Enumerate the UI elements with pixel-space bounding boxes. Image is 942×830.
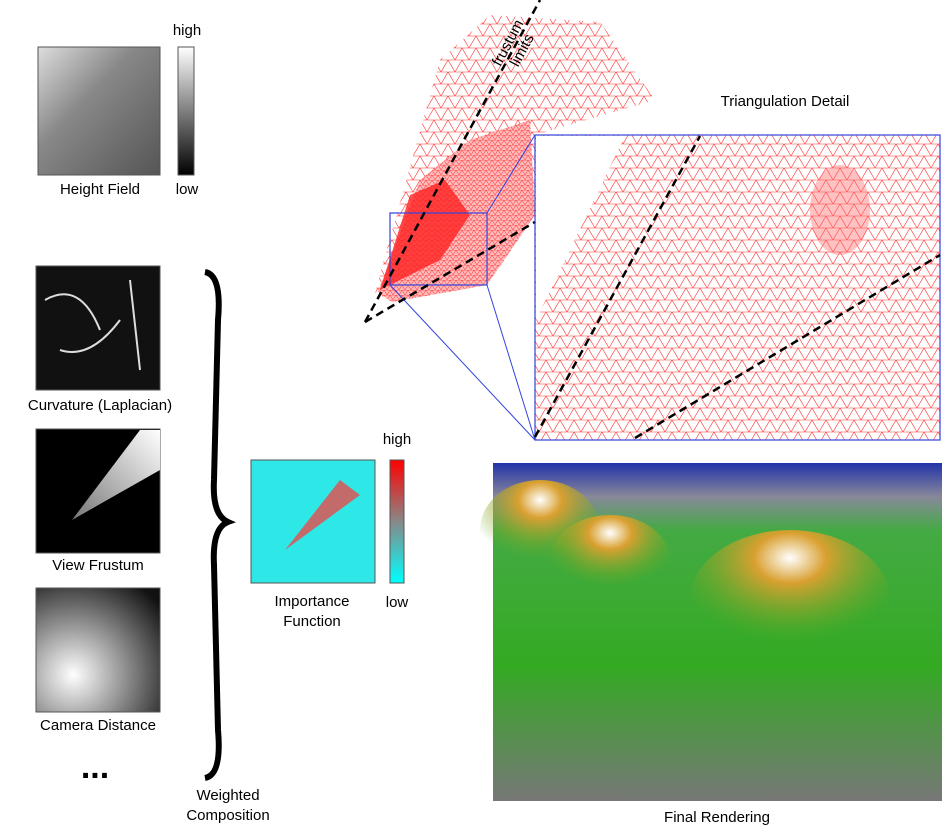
image-label: Camera Distance <box>40 717 156 734</box>
figure: high low Height Field Curvature (Laplaci… <box>0 0 942 830</box>
curvature-image <box>36 266 160 390</box>
image-label: Height Field <box>60 181 140 198</box>
rendering-title: Final Rendering <box>664 809 770 826</box>
distance-image <box>36 588 160 712</box>
ellipsis: ... <box>81 748 109 786</box>
zoom-line <box>390 285 535 440</box>
detail-dense <box>810 165 870 255</box>
peak <box>690 530 890 670</box>
triangulation-title: Triangulation Detail <box>721 93 850 110</box>
composition-label: Composition <box>186 807 269 824</box>
scale-high: high <box>173 22 201 39</box>
scale-low: low <box>176 181 199 198</box>
brace <box>205 272 228 778</box>
zoom-line <box>487 285 535 440</box>
peak <box>550 515 670 605</box>
height-field-image <box>38 47 160 175</box>
image-label: View Frustum <box>52 557 143 574</box>
image-label: Curvature (Laplacian) <box>28 397 172 414</box>
scale-high: high <box>383 431 411 448</box>
image-label: Importance <box>274 593 349 610</box>
importance-colorbar <box>390 460 404 583</box>
height-colorbar <box>178 47 194 175</box>
scale-low: low <box>386 594 409 611</box>
image-label: Function <box>283 613 341 630</box>
composition-label: Weighted <box>196 787 259 804</box>
